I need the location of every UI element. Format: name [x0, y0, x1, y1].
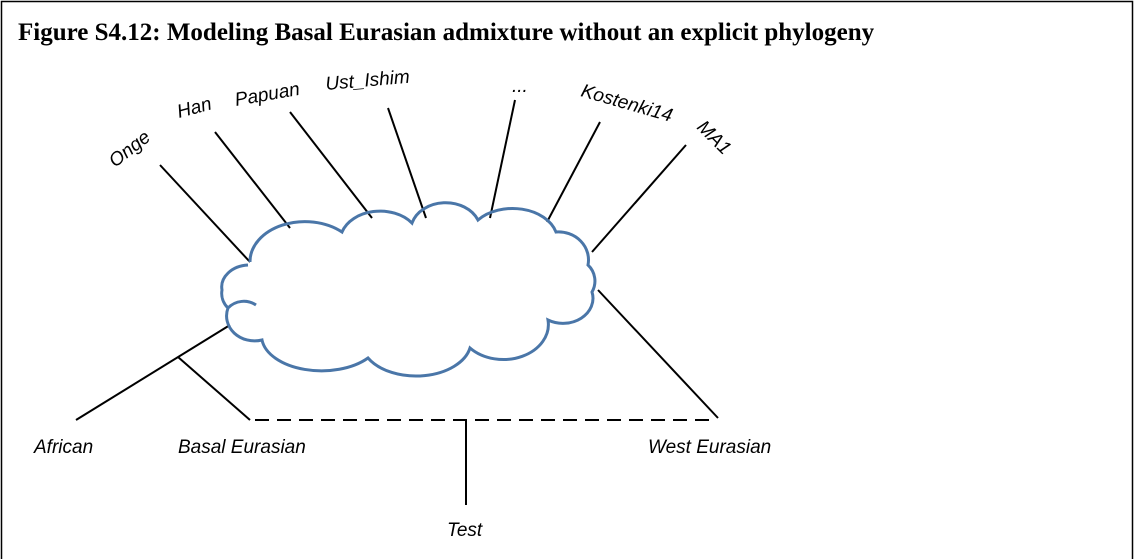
node-label: Test — [447, 520, 483, 541]
branches — [76, 100, 718, 505]
node-label: African — [33, 437, 93, 458]
node-label: Basal Eurasian — [178, 437, 306, 458]
node-label: Onge — [105, 127, 155, 172]
node-label: Kostenki14 — [579, 81, 675, 127]
node-labels: Onge Han Papuan Ust_Ishim ... Kostenki14… — [33, 67, 771, 541]
node-label: MA1 — [692, 117, 734, 159]
node-label: Ust_Ishim — [325, 67, 411, 95]
node-label: Han — [175, 94, 214, 123]
frame — [2, 2, 1133, 559]
figure-title: Figure S4.12: Modeling Basal Eurasian ad… — [18, 19, 875, 46]
figure: Figure S4.12: Modeling Basal Eurasian ad… — [0, 0, 1134, 559]
admixture-cloud — [222, 203, 595, 376]
node-label: West Eurasian — [648, 437, 771, 458]
node-label: ... — [512, 76, 528, 97]
node-label: Papuan — [233, 79, 301, 111]
